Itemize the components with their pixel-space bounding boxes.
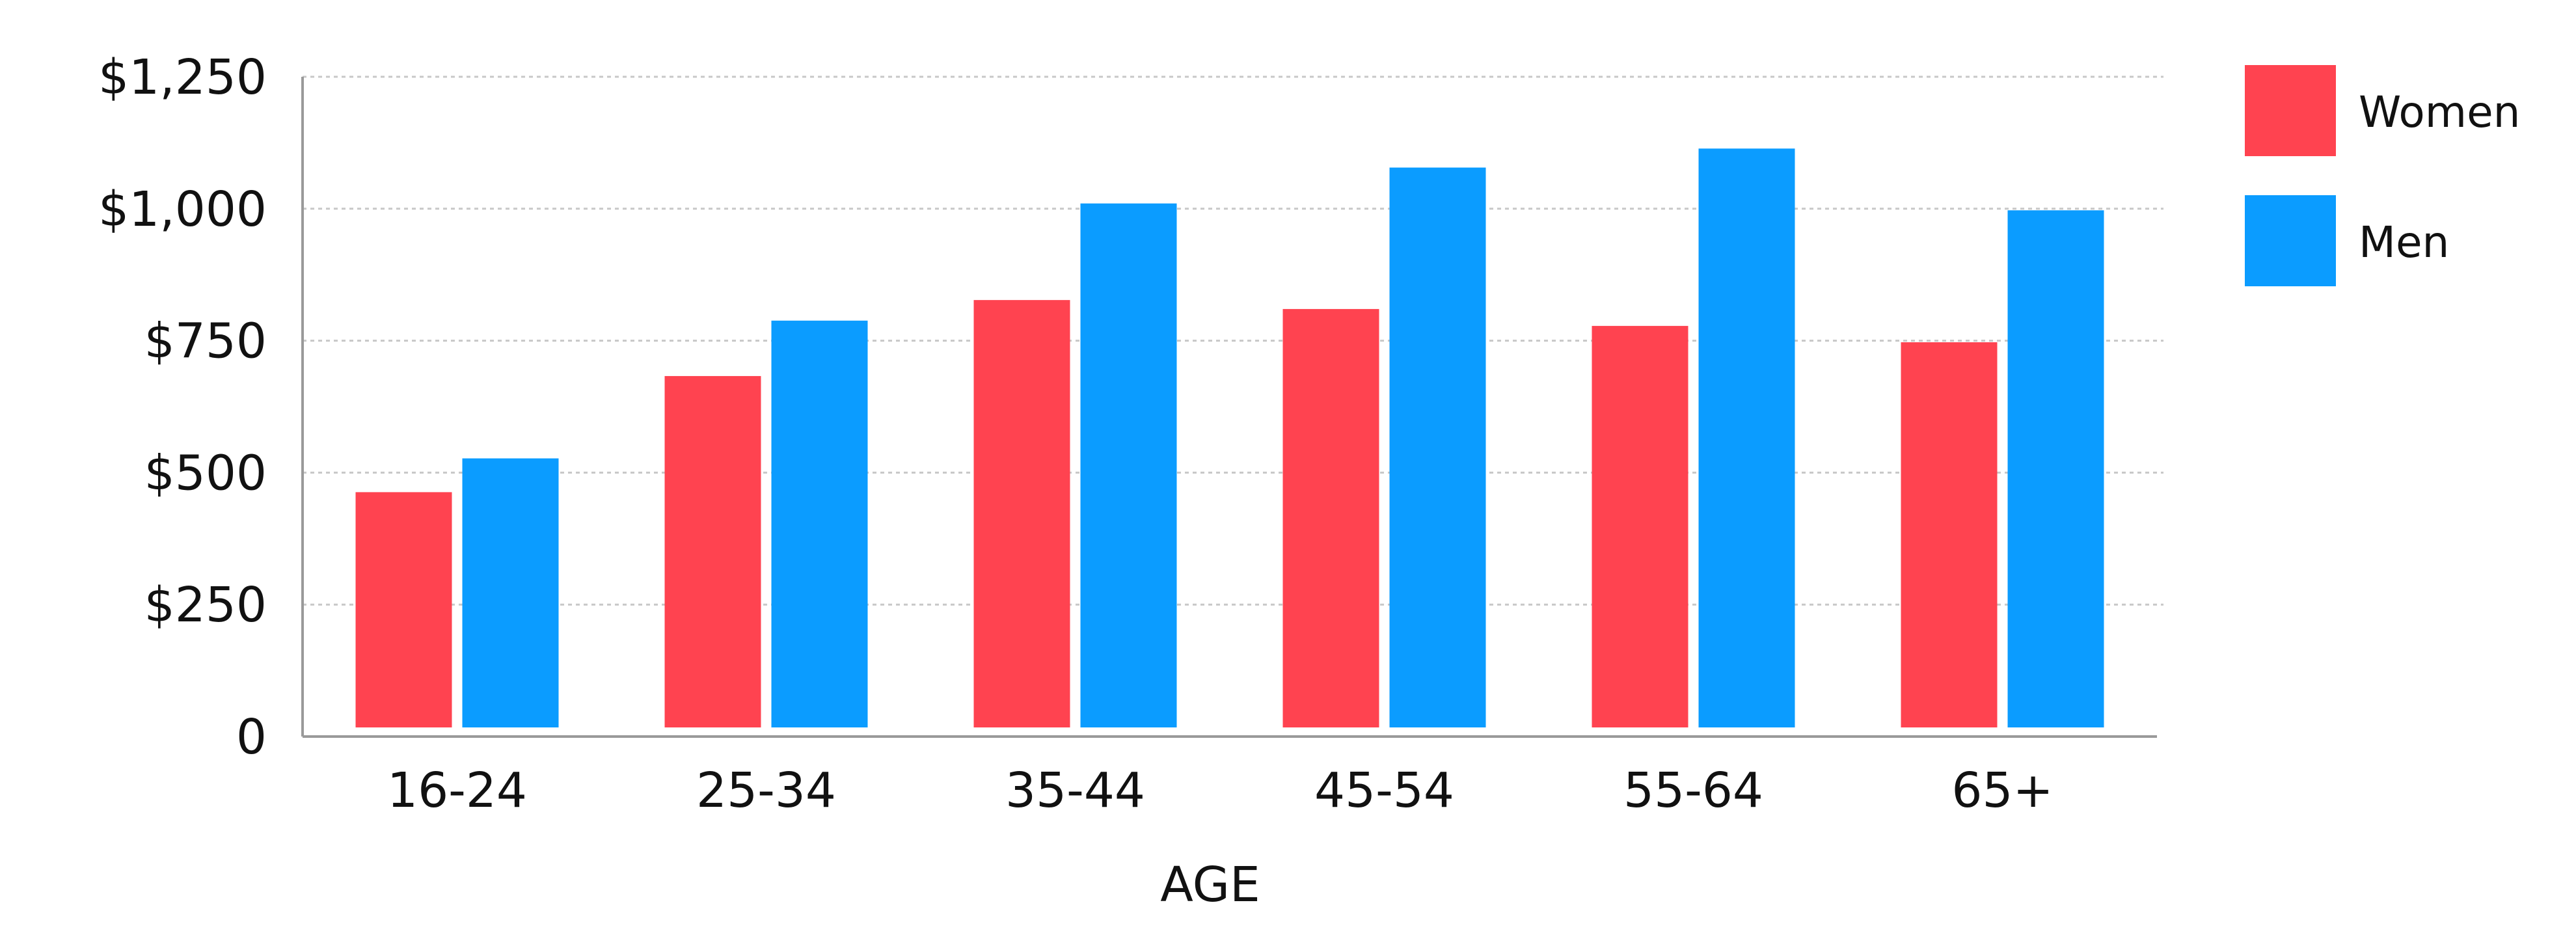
y-tick-labels: 0 $250 $500 $750 $1,000 $1,250 xyxy=(98,49,267,765)
y-tick-label: $750 xyxy=(144,314,267,370)
y-tick-label: $250 xyxy=(144,577,267,633)
legend-label-women: Women xyxy=(2359,87,2521,137)
y-tick-label: 0 xyxy=(236,709,267,765)
bar-men-35-44 xyxy=(1080,203,1177,727)
bar-men-55-64 xyxy=(1698,148,1795,728)
bar-women-55-64 xyxy=(1592,325,1688,727)
legend-swatch-men xyxy=(2245,195,2336,286)
bar-women-25-34 xyxy=(664,375,761,727)
y-tick-label: $1,000 xyxy=(98,182,267,237)
bar-men-16-24 xyxy=(462,458,559,727)
x-tick-label: 55-64 xyxy=(1623,763,1763,819)
bar-men-25-34 xyxy=(771,320,868,727)
x-tick-label: 65+ xyxy=(1951,763,2053,819)
gridlines xyxy=(303,75,2163,606)
x-tick-label: 45-54 xyxy=(1314,763,1454,819)
y-tick-label: $1,250 xyxy=(98,49,267,105)
bar-men-45-54 xyxy=(1389,167,1486,728)
x-tick-labels: 16-24 25-34 35-44 45-54 55-64 65+ xyxy=(387,763,2054,819)
legend-swatch-women xyxy=(2245,65,2336,156)
bar-men-65+ xyxy=(2007,210,2104,727)
x-tick-label: 25-34 xyxy=(696,763,836,819)
x-tick-label: 16-24 xyxy=(387,763,527,819)
bar-women-35-44 xyxy=(973,300,1070,728)
legend: Women Men xyxy=(2245,65,2521,286)
bar-women-16-24 xyxy=(355,492,452,727)
x-tick-label: 35-44 xyxy=(1005,763,1145,819)
legend-item-men: Men xyxy=(2245,195,2449,286)
legend-label-men: Men xyxy=(2359,217,2449,267)
axes xyxy=(301,77,2157,738)
bar-women-65+ xyxy=(1901,342,1998,727)
legend-item-women: Women xyxy=(2245,65,2521,156)
x-axis-title: AGE xyxy=(1160,857,1260,913)
y-tick-label: $500 xyxy=(144,445,267,501)
bar-women-45-54 xyxy=(1282,308,1379,728)
bars xyxy=(355,148,2104,728)
